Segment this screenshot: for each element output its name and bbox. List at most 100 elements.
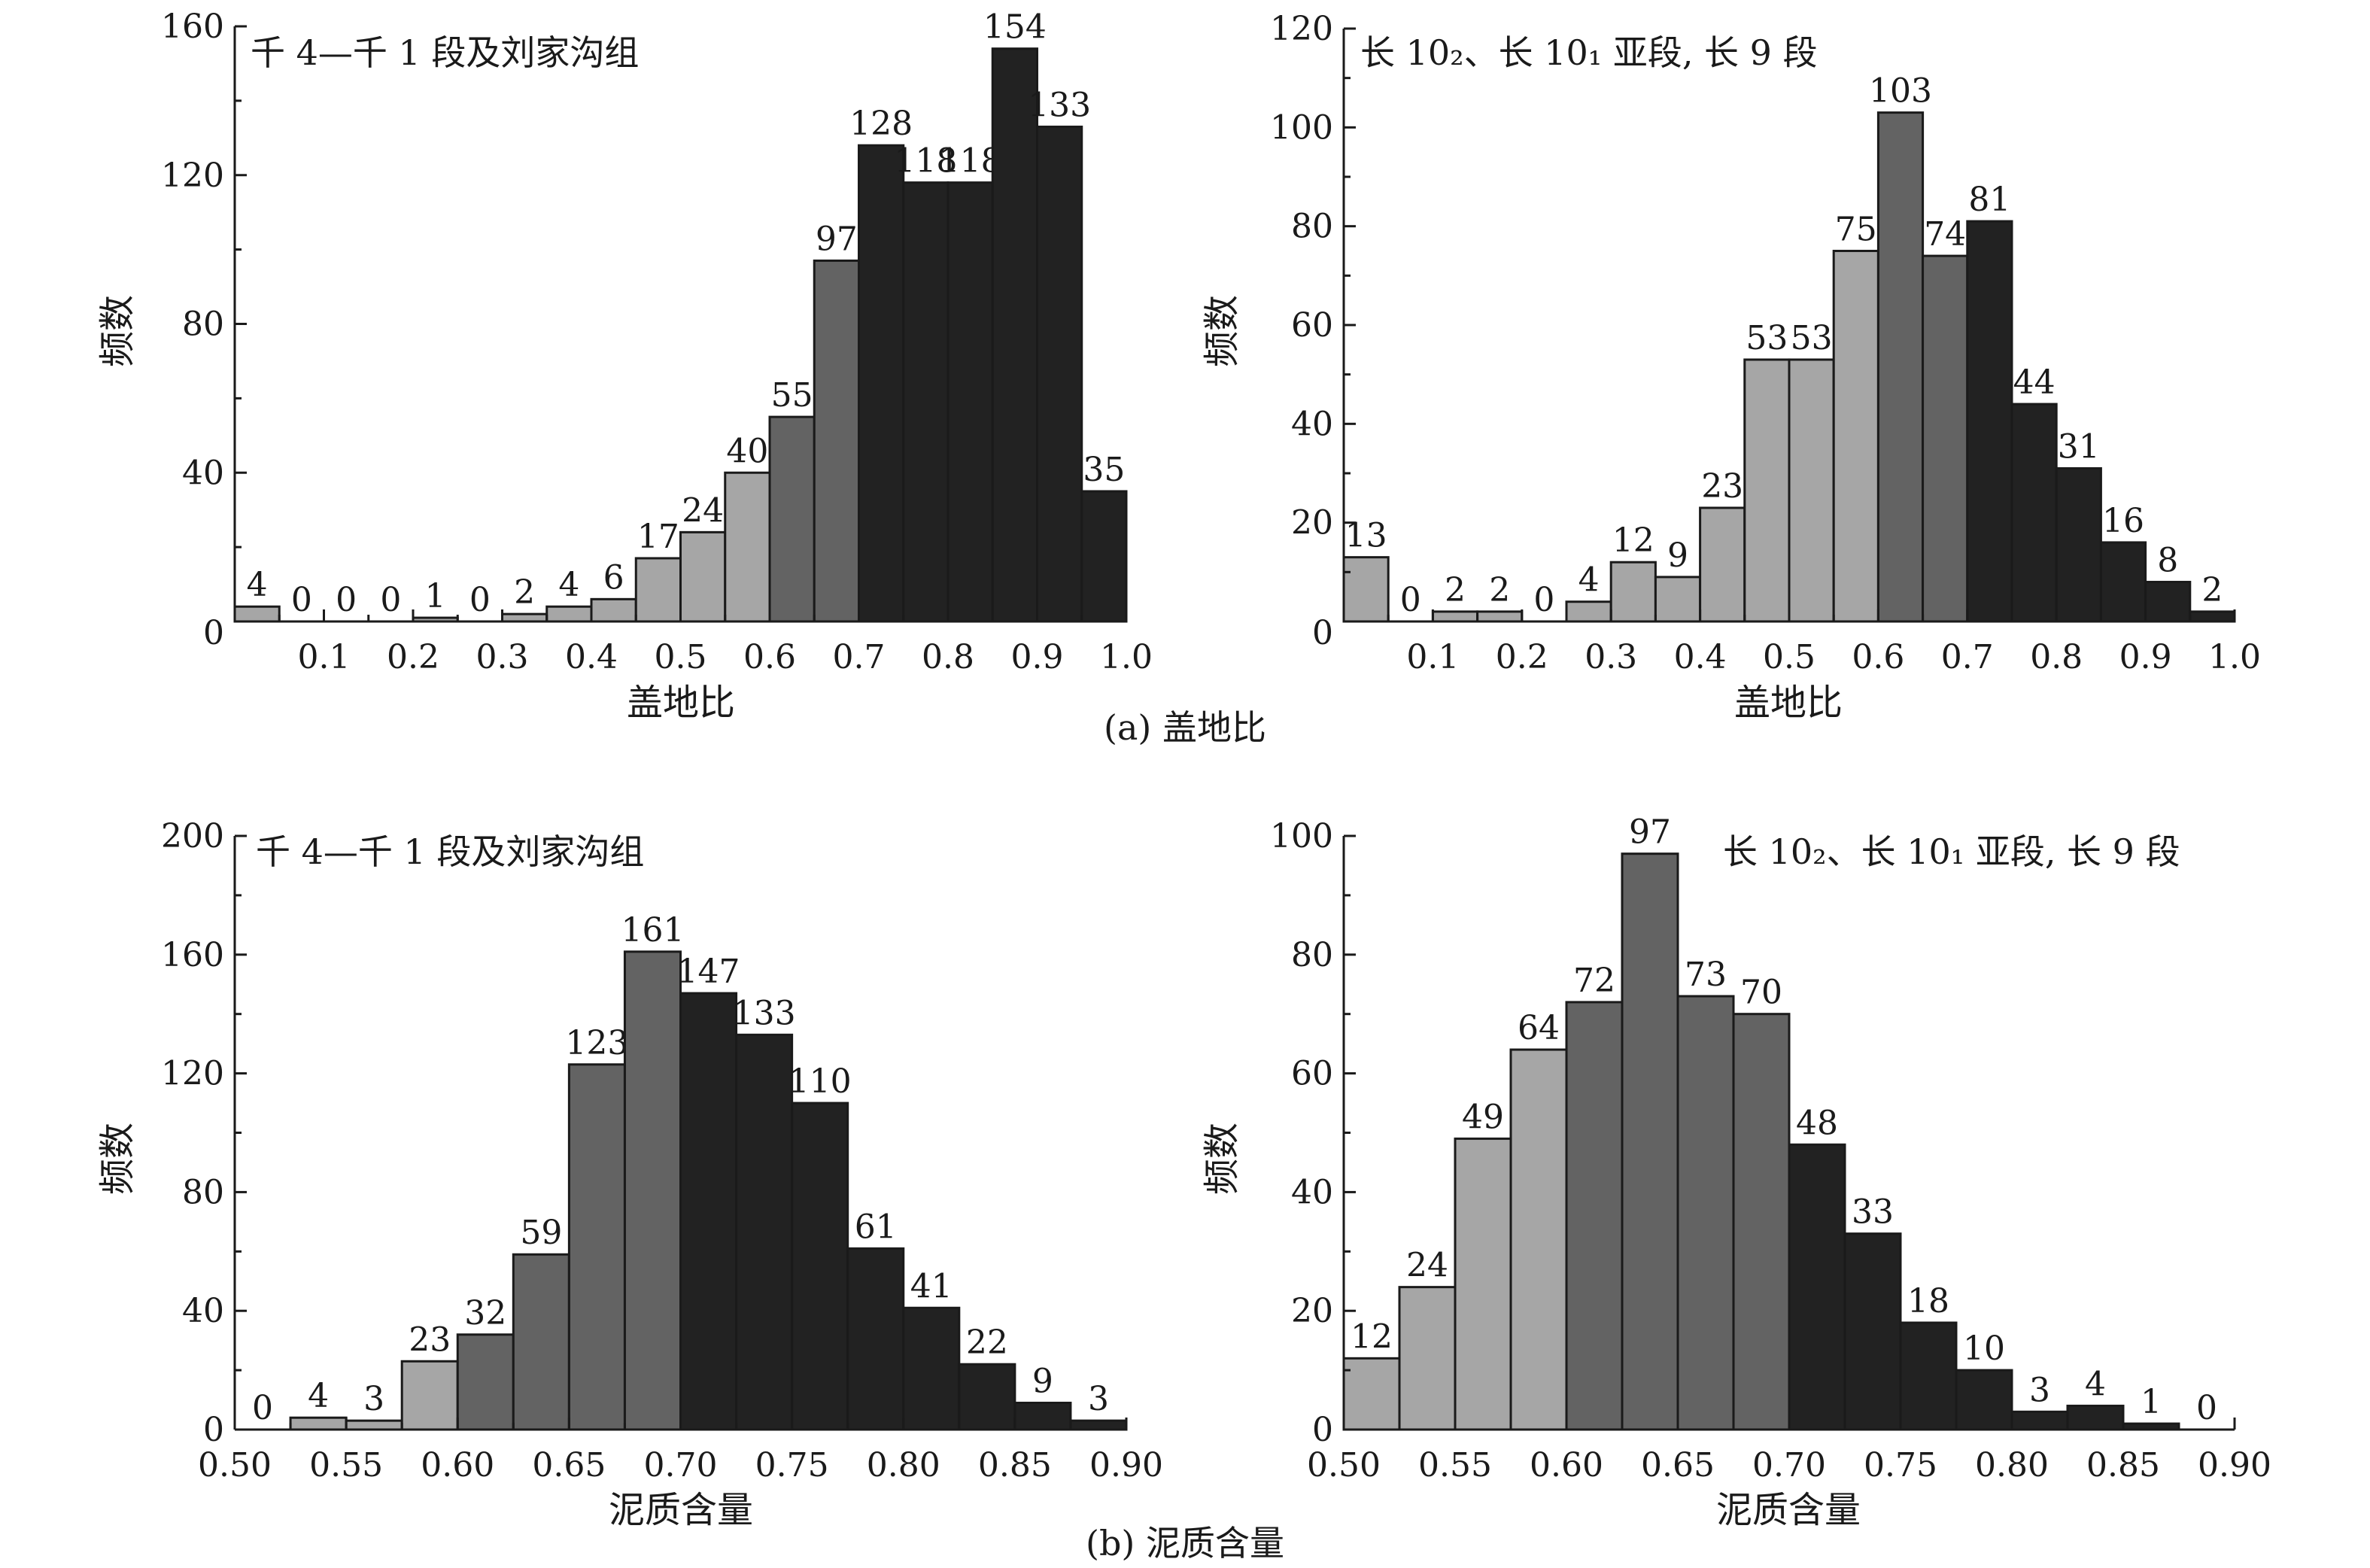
x-tick-label: 0.4 <box>565 638 618 676</box>
bar-value-label: 33 <box>1852 1193 1894 1232</box>
y-tick-label: 200 <box>161 817 224 855</box>
bar <box>1565 1001 1624 1431</box>
bar-value-label: 23 <box>409 1320 451 1359</box>
bar-value-label: 24 <box>682 491 724 530</box>
bar <box>1080 490 1128 623</box>
bar-value-label: 6 <box>603 558 624 597</box>
bar-value-label: 44 <box>2013 363 2056 402</box>
y-tick-label: 40 <box>182 454 224 492</box>
x-tick-label: 0.4 <box>1674 638 1727 676</box>
y-axis-label: 频数 <box>1201 295 1243 367</box>
bar <box>1609 561 1657 623</box>
bar-value-label: 53 <box>1746 319 1788 357</box>
chart-title: 长 10₂、长 10₁ 亚段, 长 9 段 <box>1723 831 2180 872</box>
y-tick-label: 160 <box>161 936 224 974</box>
bar <box>1899 1321 1958 1431</box>
x-tick-label: 0.65 <box>532 1446 606 1484</box>
bar-value-label: 154 <box>983 8 1047 47</box>
x-tick-label: 0.70 <box>1752 1446 1826 1484</box>
x-tick-label: 0.50 <box>198 1446 272 1484</box>
bar <box>768 415 816 623</box>
bar-value-label: 41 <box>910 1267 953 1305</box>
bar-value-label: 3 <box>363 1380 384 1418</box>
bar <box>1922 254 1969 623</box>
bar <box>233 605 281 623</box>
bar <box>289 1416 348 1431</box>
bar-value-label: 4 <box>308 1377 329 1415</box>
bar <box>1832 250 1879 623</box>
y-tick-label: 60 <box>1291 1055 1333 1093</box>
chart-title: 千 4—千 1 段及刘家沟组 <box>251 32 639 73</box>
bar <box>1342 1357 1401 1431</box>
bar <box>735 1033 794 1431</box>
y-tick-label: 80 <box>182 305 224 344</box>
x-tick-label: 0.8 <box>922 638 974 676</box>
bar-value-label: 123 <box>565 1024 628 1062</box>
bar <box>1069 1419 1128 1431</box>
y-tick-label: 120 <box>161 156 224 195</box>
x-tick-label: 0.5 <box>1763 638 1815 676</box>
bar-value-label: 0 <box>1533 581 1554 619</box>
y-tick-label: 40 <box>1291 405 1333 443</box>
bar <box>1843 1232 1902 1431</box>
bar-value-label: 48 <box>1796 1104 1838 1142</box>
bar-value-label: 70 <box>1740 974 1782 1012</box>
bar <box>1955 1369 2013 1431</box>
bar-value-label: 64 <box>1518 1009 1560 1047</box>
bar <box>2010 403 2058 623</box>
bar <box>1732 1013 1791 1431</box>
x-tick-label: 0.8 <box>2030 638 2083 676</box>
bar-value-label: 3 <box>2029 1371 2050 1409</box>
bar-value-label: 2 <box>2201 571 2223 609</box>
bar <box>1398 1286 1457 1431</box>
x-tick-label: 0.1 <box>298 638 351 676</box>
x-tick-label: 0.90 <box>1089 1446 1163 1484</box>
bar-value-label: 61 <box>855 1208 897 1246</box>
bar <box>991 47 1038 623</box>
bar-value-label: 0 <box>252 1389 273 1427</box>
bar <box>623 950 682 1431</box>
x-tick-label: 0.80 <box>1975 1446 2049 1484</box>
bar-value-label: 12 <box>1612 521 1654 560</box>
bar-value-label: 0 <box>469 581 491 619</box>
bar <box>1454 1137 1512 1431</box>
bar-value-label: 75 <box>1835 211 1877 249</box>
x-tick-label: 0.9 <box>1011 638 1064 676</box>
bar <box>400 1360 459 1431</box>
y-tick-label: 160 <box>161 8 224 46</box>
bar-value-label: 97 <box>1629 813 1671 852</box>
y-tick-label: 80 <box>1291 936 1333 974</box>
bar-value-label: 4 <box>558 566 579 604</box>
bar-value-label: 22 <box>966 1323 1008 1362</box>
chart-a-left: 4 0 0 0 1 0 2 4 61724405597128118118154133354080… <box>96 8 1153 724</box>
bar <box>2055 466 2102 623</box>
x-tick-label: 0.85 <box>2086 1446 2160 1484</box>
x-tick-label: 0.2 <box>387 638 439 676</box>
bar-value-label: 0 <box>336 581 357 619</box>
x-tick-label: 0.2 <box>1496 638 1548 676</box>
bar-value-label: 73 <box>1685 956 1727 994</box>
bar <box>1788 1143 1846 1431</box>
y-tick-label: 100 <box>1270 108 1333 147</box>
bar <box>345 1419 403 1431</box>
x-tick-label: 0.80 <box>867 1446 940 1484</box>
y-axis-label: 频数 <box>1201 1123 1243 1195</box>
bar <box>1966 220 2013 623</box>
y-tick-label: 60 <box>1291 306 1333 345</box>
bar-value-label: 49 <box>1462 1098 1504 1136</box>
bar-value-label: 2 <box>514 573 535 612</box>
y-tick-label: 20 <box>1291 1292 1333 1330</box>
x-tick-label: 0.55 <box>1418 1446 1492 1484</box>
x-tick-label: 0.75 <box>1864 1446 1937 1484</box>
x-tick-label: 0.60 <box>421 1446 494 1484</box>
y-tick-label: 0 <box>203 1411 224 1449</box>
y-tick-label: 80 <box>1291 208 1333 246</box>
bar-value-label: 0 <box>291 581 312 619</box>
x-tick-label: 0.90 <box>2198 1446 2271 1484</box>
bar-value-label: 59 <box>520 1214 562 1252</box>
bar-value-label: 1 <box>2141 1383 2162 1421</box>
y-tick-label-origin: 0 <box>1312 614 1333 652</box>
bar <box>1621 852 1679 1431</box>
bar <box>1699 506 1746 623</box>
